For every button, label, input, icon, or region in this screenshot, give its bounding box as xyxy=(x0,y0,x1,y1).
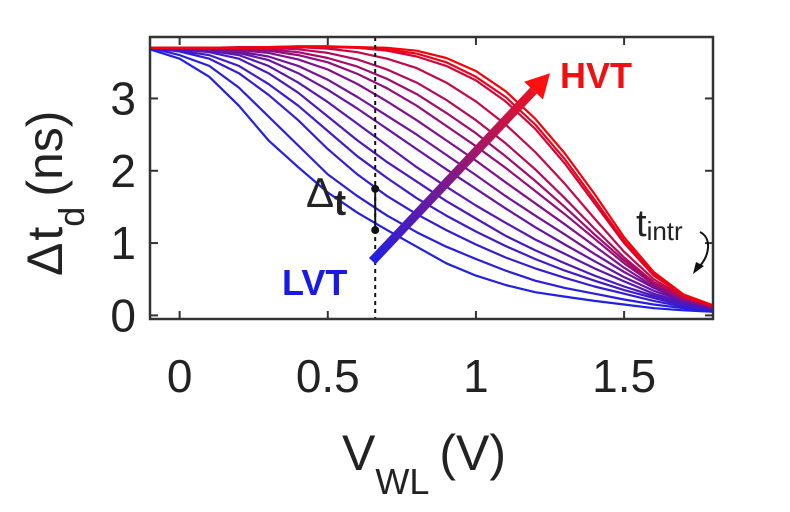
x-axis-title-unit: (V) xyxy=(439,425,506,481)
delta-t-top-marker xyxy=(371,184,380,193)
y-axis-title: Δtd (ns) xyxy=(17,111,92,276)
delta-t-symbol: Δ xyxy=(306,169,334,216)
axis-ticks xyxy=(150,37,713,319)
y-axis-title-unit: (ns) xyxy=(17,111,73,197)
series-line xyxy=(150,46,713,312)
t-intr-sub: intr xyxy=(647,216,683,246)
series-line xyxy=(150,46,713,309)
series-line xyxy=(150,48,713,313)
y-tick-label: 2 xyxy=(110,145,136,197)
x-axis-title: VWL(V) xyxy=(342,425,506,502)
delta-t-label: Δt xyxy=(306,169,346,223)
y-axis-title-sub: d xyxy=(51,207,92,227)
series-group xyxy=(150,45,713,313)
hvt-label: HVT xyxy=(560,55,632,96)
series-line xyxy=(150,45,713,307)
x-axis-title-sub: WL xyxy=(375,461,429,502)
y-axis-title-delta: Δ xyxy=(17,243,73,276)
series-line xyxy=(150,46,713,309)
x-axis-title-main: V xyxy=(342,425,376,481)
plot-frame xyxy=(148,35,715,321)
delta-t-bracket xyxy=(371,184,380,235)
x-tick-label: 0.5 xyxy=(296,350,360,402)
t-intr-pointer xyxy=(697,231,709,269)
series-line xyxy=(150,46,713,309)
arrow-shaft xyxy=(368,87,537,265)
t-intr-arrow-head-icon xyxy=(693,262,704,274)
series-line xyxy=(150,46,713,313)
lvt-label: LVT xyxy=(282,262,347,303)
x-tick-label: 1.5 xyxy=(592,350,656,402)
delta-t-t: t xyxy=(334,182,346,223)
series-line xyxy=(150,46,713,310)
x-tick-label: 1 xyxy=(463,350,489,402)
t-intr-main: t xyxy=(636,203,647,245)
series-line xyxy=(150,46,713,311)
x-tick-label: 0 xyxy=(167,350,193,402)
delta-t-bottom-marker xyxy=(371,226,380,235)
y-tick-label: 0 xyxy=(110,289,136,341)
y-axis-title-main: t xyxy=(17,227,73,241)
series-line xyxy=(150,46,713,310)
arrow-head-icon xyxy=(524,73,550,100)
lvt-to-hvt-arrow xyxy=(368,73,550,265)
y-tick-label: 3 xyxy=(110,72,136,124)
t-intr-label: tintr xyxy=(636,203,683,246)
y-tick-label: 1 xyxy=(110,217,136,269)
